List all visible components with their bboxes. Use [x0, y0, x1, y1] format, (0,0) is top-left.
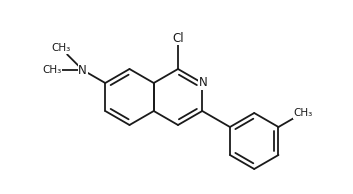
Text: Cl: Cl — [172, 31, 184, 44]
Text: N: N — [199, 76, 208, 89]
Text: N: N — [78, 63, 87, 76]
Text: CH₃: CH₃ — [42, 65, 61, 75]
Text: CH₃: CH₃ — [51, 43, 71, 53]
Text: CH₃: CH₃ — [293, 108, 312, 118]
